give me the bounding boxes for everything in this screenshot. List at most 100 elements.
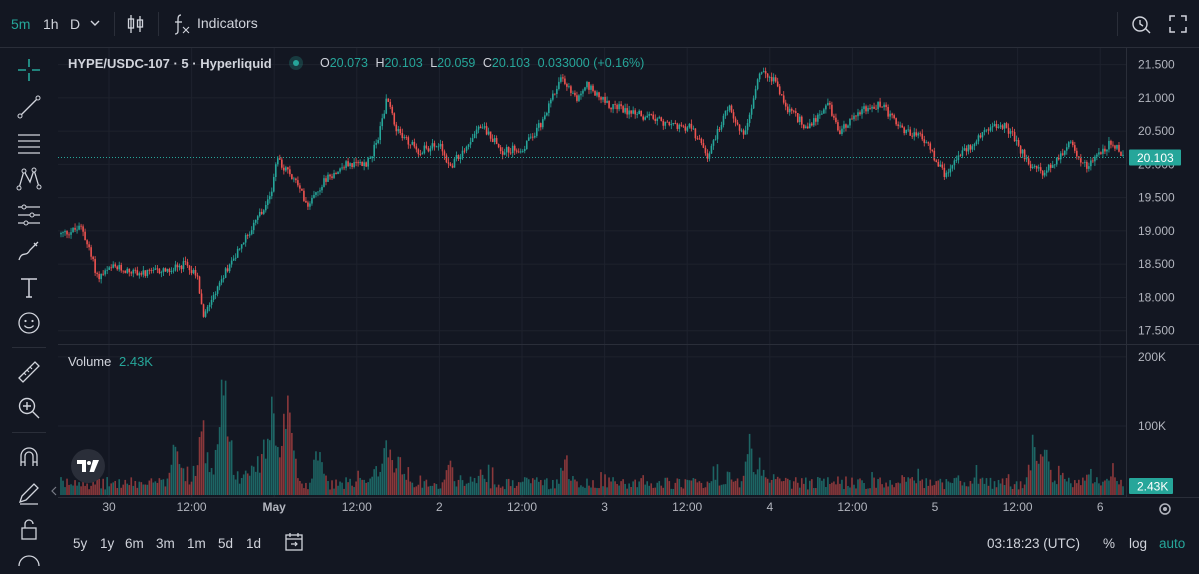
volume-bar	[885, 482, 887, 495]
candlestick-icon[interactable]	[126, 13, 146, 40]
settings-gear-icon[interactable]	[1159, 503, 1171, 515]
volume-bar	[606, 487, 608, 495]
tradingview-logo[interactable]	[71, 449, 105, 483]
lock-drawings-pencil-icon[interactable]	[16, 480, 42, 506]
volume-bar	[849, 487, 851, 495]
candle-body	[381, 118, 384, 127]
candle-body	[178, 265, 181, 268]
candle-body	[98, 273, 100, 280]
candle-body	[1086, 161, 1088, 169]
volume-bar	[558, 483, 560, 495]
volume-bar	[646, 481, 649, 495]
range-1d[interactable]: 1d	[246, 536, 262, 551]
candle-body	[762, 71, 765, 73]
candle-body	[588, 81, 590, 90]
symbol-title[interactable]: HYPE/USDC-107 · 5 · Hyperliquid	[68, 56, 272, 71]
pattern-icon[interactable]	[16, 166, 42, 192]
range-3m[interactable]: 3m	[156, 536, 175, 551]
alert-clock-icon[interactable]	[1130, 13, 1152, 40]
volume-bar	[82, 479, 84, 495]
price-chart[interactable]: 21.50021.00020.50020.00019.50019.00018.5…	[0, 0, 1199, 561]
candle-body	[409, 144, 412, 146]
candle-body	[967, 144, 970, 152]
volume-bar	[212, 474, 215, 495]
candle-body	[291, 174, 293, 180]
crosshair-icon[interactable]	[16, 57, 42, 83]
text-tool-icon[interactable]	[16, 274, 42, 300]
range-5d[interactable]: 5d	[218, 536, 234, 551]
timeframe-5m[interactable]: 5m	[11, 16, 31, 32]
candle-body	[1031, 166, 1034, 168]
volume-bar	[1063, 478, 1066, 495]
fullscreen-icon[interactable]	[1168, 14, 1188, 39]
volume-bar	[712, 466, 715, 495]
lock-icon[interactable]	[16, 516, 42, 542]
timeframe-1h[interactable]: 1h	[43, 16, 59, 32]
candle-body	[1007, 127, 1010, 134]
auto-toggle[interactable]: auto	[1159, 536, 1186, 551]
candle-body	[299, 185, 301, 189]
range-5y[interactable]: 5y	[73, 536, 88, 551]
volume-bar	[495, 487, 498, 495]
candle-body	[250, 230, 253, 235]
volume-bar	[347, 482, 349, 495]
volume-bar	[437, 488, 440, 495]
volume-bar	[1001, 478, 1004, 495]
indicators-fx-icon[interactable]	[172, 12, 192, 41]
volume-bar	[833, 481, 835, 495]
percent-toggle[interactable]: %	[1103, 536, 1116, 551]
candle-body	[809, 123, 811, 129]
volume-bar	[273, 413, 275, 495]
timeframe-d[interactable]: D	[70, 16, 81, 32]
date-range-icon[interactable]	[284, 532, 304, 557]
volume-bar	[1112, 463, 1114, 495]
ruler-icon[interactable]	[16, 359, 42, 385]
volume-bar	[640, 478, 642, 495]
zoom-in-icon[interactable]	[16, 395, 42, 421]
candle-body	[1112, 144, 1114, 146]
price-tick-label: 21.500	[1138, 58, 1175, 72]
volume-bar	[1122, 486, 1124, 495]
candle-body	[389, 101, 392, 107]
volume-bar	[240, 477, 243, 495]
volume-bar	[523, 477, 526, 495]
candle-body	[270, 191, 273, 197]
candle-body	[487, 131, 490, 135]
volume-bar	[776, 476, 779, 495]
candle-body	[863, 106, 865, 110]
candle-body	[264, 204, 267, 211]
magnet-icon[interactable]	[16, 444, 42, 470]
time-tick-label: 12:00	[672, 500, 702, 514]
range-1m[interactable]: 1m	[187, 536, 206, 551]
close-value: 20.103	[491, 56, 531, 70]
expand-arrow-icon[interactable]	[50, 484, 58, 502]
range-6m[interactable]: 6m	[125, 536, 144, 551]
candle-body	[800, 116, 803, 125]
time-tick-label: 12:00	[177, 500, 207, 514]
forecast-tools-icon[interactable]	[16, 202, 42, 228]
emoji-icon[interactable]	[16, 310, 42, 336]
fib-retracement-icon[interactable]	[16, 130, 42, 156]
candle-body	[919, 133, 922, 135]
volume-bar	[521, 481, 524, 495]
volume-bar	[469, 476, 472, 495]
volume-bar	[509, 486, 512, 495]
volume-bar	[1078, 479, 1080, 495]
candle-body	[688, 123, 691, 128]
range-1y[interactable]: 1y	[100, 536, 115, 551]
volume-bar	[1017, 489, 1020, 495]
utc-clock[interactable]: 03:18:23 (UTC)	[987, 536, 1081, 551]
candle-body	[873, 106, 875, 109]
candle-body	[730, 105, 733, 113]
chevron-down-icon[interactable]	[88, 16, 102, 35]
log-toggle[interactable]: log	[1129, 536, 1148, 551]
volume-bar	[525, 477, 528, 495]
volume-bar	[827, 477, 829, 495]
brush-icon[interactable]	[16, 238, 42, 264]
volume-bar	[283, 413, 285, 495]
volume-bar	[939, 478, 942, 495]
indicators-button[interactable]: Indicators	[197, 15, 258, 31]
candle-body	[883, 104, 885, 108]
volume-bar	[1088, 474, 1090, 495]
trend-line-icon[interactable]	[16, 94, 42, 120]
